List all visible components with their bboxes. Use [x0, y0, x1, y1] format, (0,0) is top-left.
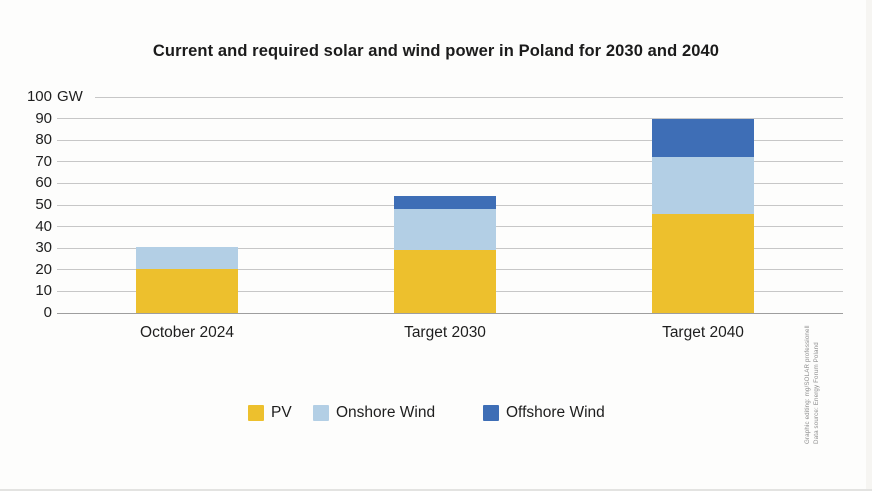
x-axis-label: October 2024 [140, 324, 234, 341]
y-tick-value: 100 [26, 88, 52, 105]
credits-vertical-text: Graphic editing: mg/SOLAR professionell … [803, 325, 823, 444]
y-axis-tick-label: 100 GW [0, 89, 83, 105]
chart-title: Current and required solar and wind powe… [152, 42, 720, 60]
x-axis-label: Target 2030 [404, 324, 486, 341]
y-axis-tick-label: 80 [0, 132, 52, 148]
y-tick-value: 90 [35, 109, 52, 127]
legend-label: PV [271, 403, 292, 421]
y-tick-value: 0 [43, 304, 52, 321]
y-axis-tick-label: 30 [0, 240, 52, 256]
gridline [57, 312, 843, 314]
y-axis-tick-label: 60 [0, 175, 52, 191]
y-axis-unit-label: GW [57, 88, 83, 105]
y-axis-tick-label: 10 [0, 283, 52, 299]
credits-line-data-source: Data source: Energy Forum Poland [813, 342, 820, 444]
gridline [57, 182, 843, 184]
y-axis-tick-label: 50 [0, 197, 52, 213]
y-tick-value: 10 [35, 282, 52, 300]
bar-segment-pv [136, 268, 238, 313]
bar-segment-pv [394, 250, 496, 313]
bar-segment-onshore-wind [136, 247, 238, 269]
legend-item-offshore-wind: Offshore Wind [483, 404, 605, 421]
bar-segment-offshore-wind [394, 196, 496, 210]
page-right-edge [866, 0, 872, 491]
bar-segment-offshore-wind [652, 118, 754, 158]
y-tick-value: 70 [35, 152, 52, 170]
gridline [57, 139, 843, 141]
bar-segment-onshore-wind [652, 157, 754, 214]
legend-item-onshore-wind: Onshore Wind [313, 404, 435, 421]
gridline [57, 161, 843, 163]
y-tick-value: 50 [35, 196, 52, 213]
bar-segment-onshore-wind [394, 209, 496, 251]
x-axis-label: Target 2040 [662, 324, 744, 341]
y-tick-value: 80 [35, 131, 52, 149]
legend-label: Onshore Wind [336, 403, 436, 421]
legend-swatch [483, 404, 499, 421]
y-axis-tick-label: 40 [0, 217, 52, 235]
y-tick-value: 60 [35, 174, 52, 192]
y-axis-tick-label: 0 [0, 305, 52, 321]
y-tick-value: 40 [35, 217, 52, 235]
y-axis-tick-label: 20 [0, 260, 52, 278]
y-axis-tick-label: 90 [0, 109, 52, 127]
legend-label: Offshore Wind [506, 403, 605, 421]
legend-swatch [248, 404, 264, 421]
y-tick-value: 30 [35, 239, 52, 257]
y-tick-value: 20 [35, 260, 52, 278]
bar-segment-pv [652, 213, 754, 313]
page-bottom-edge [0, 489, 872, 491]
credits-line-graphic-editing: Graphic editing: mg/SOLAR professionell [804, 325, 811, 444]
gridline [57, 118, 843, 120]
legend-item-pv: PV [248, 404, 292, 421]
gridline [95, 96, 843, 98]
y-axis-tick-label: 70 [0, 152, 52, 170]
legend-swatch [313, 404, 329, 421]
